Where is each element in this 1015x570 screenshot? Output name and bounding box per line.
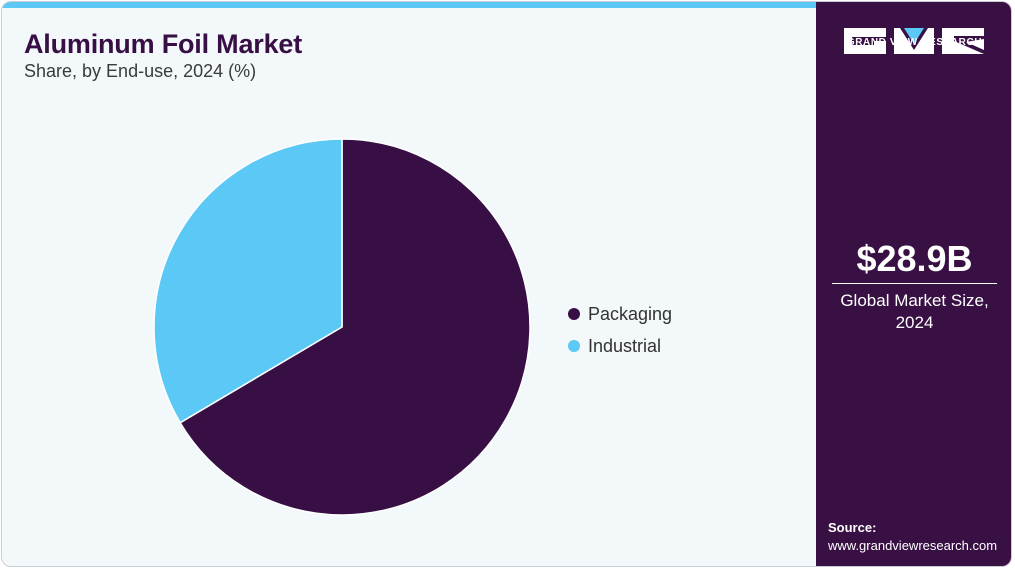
pie-slice-industrial <box>153 138 343 424</box>
sidebar: GRAND VIEW RESEARCH $28.9B Global Market… <box>816 2 1011 566</box>
market-size-label-line2: 2024 <box>895 313 934 332</box>
market-size-value: $28.9B <box>856 238 973 279</box>
market-divider <box>832 283 997 284</box>
legend-label-packaging: Packaging <box>588 303 673 324</box>
legend-swatch-industrial <box>568 340 580 352</box>
market-size-label: Global Market Size, 2024 <box>816 290 1011 334</box>
chart-panel: Aluminum Foil Market Share, by End-use, … <box>2 2 816 566</box>
pie-slice-packaging <box>179 138 531 516</box>
chart-title: Aluminum Foil Market <box>24 29 303 59</box>
chart-legend: Packaging Industrial <box>568 298 672 362</box>
logo-wordmark: GRAND VIEW RESEARCH <box>846 37 983 48</box>
gvr-logo-icon <box>844 28 984 54</box>
legend-item-packaging: Packaging <box>568 298 672 330</box>
accent-bar <box>2 2 816 8</box>
pie-chart <box>153 138 531 516</box>
chart-subtitle: Share, by End-use, 2024 (%) <box>24 61 257 81</box>
source-link[interactable]: www.grandviewresearch.com <box>828 538 998 553</box>
legend-label-industrial: Industrial <box>588 335 662 356</box>
legend-item-industrial: Industrial <box>568 330 672 362</box>
legend-swatch-packaging <box>568 308 580 320</box>
source-label: Source: <box>828 520 877 535</box>
market-size-label-line1: Global Market Size, <box>840 291 989 310</box>
